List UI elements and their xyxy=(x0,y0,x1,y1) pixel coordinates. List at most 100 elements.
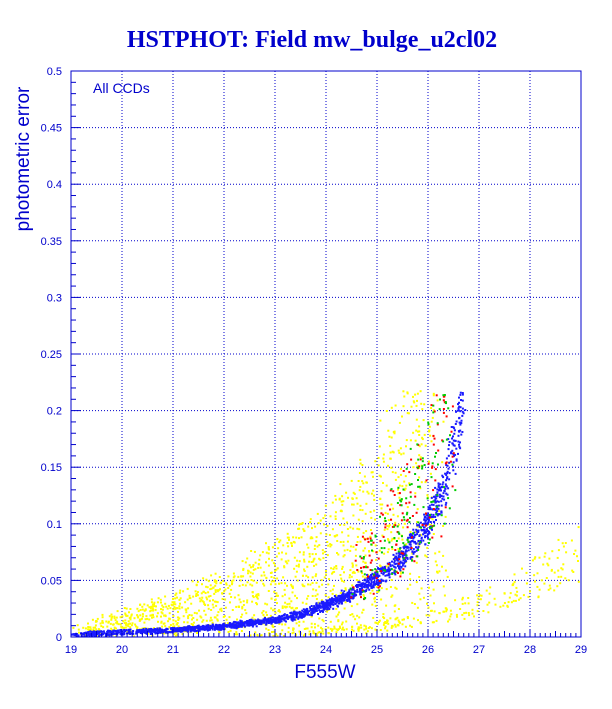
data-point xyxy=(427,523,430,526)
data-point xyxy=(76,635,78,638)
data-point xyxy=(402,550,405,553)
data-point xyxy=(454,472,457,475)
data-point xyxy=(547,564,550,567)
data-point xyxy=(430,407,433,409)
data-point xyxy=(355,579,358,581)
data-point xyxy=(342,555,345,558)
data-point xyxy=(343,607,346,610)
data-point xyxy=(533,557,536,560)
data-point xyxy=(209,619,212,622)
data-point xyxy=(442,408,445,410)
data-point xyxy=(293,618,296,621)
data-point xyxy=(322,557,325,560)
data-point xyxy=(424,536,426,539)
data-point xyxy=(311,582,314,584)
data-point xyxy=(447,467,450,470)
data-point xyxy=(179,626,182,629)
data-point xyxy=(169,631,172,634)
data-point xyxy=(241,560,244,563)
data-point xyxy=(387,519,390,522)
data-point xyxy=(290,611,293,614)
data-point xyxy=(306,565,309,568)
data-point xyxy=(275,592,278,595)
data-point xyxy=(237,594,240,597)
data-point xyxy=(276,577,279,580)
data-point xyxy=(507,601,510,604)
data-point xyxy=(211,621,214,624)
data-point xyxy=(338,600,341,603)
data-point xyxy=(89,631,92,634)
data-point xyxy=(378,621,380,623)
data-point xyxy=(382,623,385,626)
data-point xyxy=(465,611,468,614)
data-point xyxy=(186,598,189,601)
data-point xyxy=(428,515,431,518)
data-point xyxy=(341,628,344,631)
data-point xyxy=(338,625,341,628)
data-point xyxy=(97,632,100,635)
data-point xyxy=(131,630,134,633)
data-point xyxy=(181,628,184,631)
data-point xyxy=(193,629,195,632)
data-point xyxy=(515,586,518,589)
data-point xyxy=(446,575,449,578)
data-point xyxy=(459,391,462,394)
data-point xyxy=(317,624,320,627)
data-point xyxy=(257,563,260,566)
data-point xyxy=(172,597,174,600)
data-point xyxy=(217,611,220,614)
data-point xyxy=(390,531,393,534)
data-point xyxy=(395,617,398,620)
data-point xyxy=(239,579,242,582)
data-point xyxy=(281,595,284,598)
data-point xyxy=(416,525,419,528)
data-point xyxy=(429,526,432,528)
data-point xyxy=(401,554,404,557)
data-point xyxy=(179,628,182,631)
data-point xyxy=(333,598,336,601)
data-point xyxy=(119,632,122,635)
data-point xyxy=(451,455,454,458)
data-point xyxy=(297,611,300,614)
data-point xyxy=(187,625,189,628)
data-point xyxy=(302,620,305,623)
data-point xyxy=(113,617,116,620)
data-point xyxy=(224,588,227,591)
data-point xyxy=(239,625,241,628)
data-point xyxy=(391,525,394,528)
data-point xyxy=(360,566,362,569)
data-point xyxy=(429,594,432,597)
data-point xyxy=(361,520,364,523)
data-point xyxy=(136,614,139,617)
data-point xyxy=(444,503,447,506)
data-point xyxy=(252,596,255,599)
data-point xyxy=(235,605,238,608)
data-point xyxy=(459,429,462,432)
data-point xyxy=(384,523,387,526)
data-point xyxy=(300,536,303,539)
data-point xyxy=(302,528,305,531)
data-point xyxy=(337,619,340,622)
data-point xyxy=(404,487,407,490)
data-point xyxy=(503,592,506,595)
data-point xyxy=(350,575,353,578)
data-point xyxy=(411,556,414,559)
data-point xyxy=(299,616,302,619)
data-point xyxy=(401,618,404,621)
data-point xyxy=(337,628,340,631)
data-point xyxy=(119,616,122,619)
data-point xyxy=(429,508,432,511)
data-point xyxy=(396,616,399,619)
data-point xyxy=(313,564,315,567)
data-point xyxy=(314,525,317,528)
data-point xyxy=(87,631,90,633)
data-point xyxy=(390,626,393,629)
y-axis-label: photometric error xyxy=(13,86,34,231)
data-point xyxy=(368,576,371,579)
data-point xyxy=(312,560,315,563)
data-point xyxy=(412,528,415,531)
data-point xyxy=(163,614,166,617)
data-point xyxy=(419,456,422,459)
data-point xyxy=(231,582,234,585)
data-point xyxy=(328,534,331,536)
